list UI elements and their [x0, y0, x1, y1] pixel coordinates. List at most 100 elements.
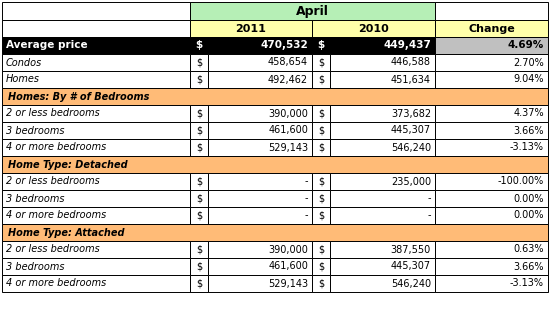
Bar: [330, 139, 435, 156]
Bar: [2, 258, 190, 275]
Text: 9.04%: 9.04%: [514, 75, 544, 84]
Bar: [190, 139, 208, 156]
Text: 461,600: 461,600: [268, 125, 308, 135]
Bar: [330, 105, 435, 122]
Bar: [190, 2, 435, 20]
Bar: [208, 139, 312, 156]
Text: $: $: [196, 194, 202, 204]
Text: -: -: [427, 211, 431, 220]
Text: 446,588: 446,588: [391, 58, 431, 68]
Text: 546,240: 546,240: [391, 278, 431, 289]
Bar: [312, 173, 330, 190]
Bar: [435, 2, 548, 20]
Text: -: -: [305, 177, 308, 187]
Bar: [435, 122, 548, 139]
Bar: [208, 190, 312, 207]
Bar: [312, 105, 330, 122]
Bar: [435, 71, 548, 88]
Bar: [190, 71, 208, 88]
Bar: [435, 275, 548, 292]
Text: $: $: [318, 58, 324, 68]
Text: 4 or more bedrooms: 4 or more bedrooms: [6, 278, 106, 289]
Bar: [208, 241, 312, 258]
Bar: [208, 207, 312, 224]
Text: $: $: [318, 108, 324, 118]
Text: Change: Change: [468, 23, 515, 34]
Text: 449,437: 449,437: [383, 41, 431, 51]
Bar: [435, 173, 548, 190]
Bar: [312, 71, 330, 88]
Bar: [2, 20, 190, 37]
Text: $: $: [318, 261, 324, 271]
Text: 3.66%: 3.66%: [514, 261, 544, 271]
Bar: [312, 190, 330, 207]
Text: $: $: [318, 194, 324, 204]
Bar: [208, 37, 312, 54]
Bar: [435, 207, 548, 224]
Text: -: -: [305, 194, 308, 204]
Bar: [312, 258, 330, 275]
Text: 0.00%: 0.00%: [514, 211, 544, 220]
Bar: [190, 122, 208, 139]
Bar: [312, 20, 435, 37]
Text: 3 bedrooms: 3 bedrooms: [6, 125, 64, 135]
Text: 4 or more bedrooms: 4 or more bedrooms: [6, 211, 106, 220]
Bar: [330, 258, 435, 275]
Bar: [208, 122, 312, 139]
Bar: [190, 54, 208, 71]
Bar: [2, 54, 190, 71]
Text: Home Type: Attached: Home Type: Attached: [8, 228, 124, 237]
Bar: [330, 173, 435, 190]
Bar: [2, 241, 190, 258]
Text: 3 bedrooms: 3 bedrooms: [6, 194, 64, 204]
Bar: [2, 190, 190, 207]
Text: $: $: [195, 41, 202, 51]
Text: $: $: [196, 75, 202, 84]
Text: $: $: [318, 75, 324, 84]
Text: 470,532: 470,532: [260, 41, 308, 51]
Text: 4.37%: 4.37%: [513, 108, 544, 118]
Bar: [312, 275, 330, 292]
Text: Average price: Average price: [6, 41, 87, 51]
Text: 0.00%: 0.00%: [514, 194, 544, 204]
Text: -3.13%: -3.13%: [510, 278, 544, 289]
Text: $: $: [196, 261, 202, 271]
Bar: [435, 54, 548, 71]
Text: $: $: [318, 211, 324, 220]
Text: 546,240: 546,240: [391, 142, 431, 153]
Text: 451,634: 451,634: [391, 75, 431, 84]
Bar: [190, 241, 208, 258]
Bar: [312, 37, 330, 54]
Text: 0.63%: 0.63%: [514, 244, 544, 254]
Text: 387,550: 387,550: [390, 244, 431, 254]
Text: 2 or less bedrooms: 2 or less bedrooms: [6, 244, 100, 254]
Text: 529,143: 529,143: [268, 278, 308, 289]
Text: April: April: [296, 4, 329, 18]
Bar: [330, 54, 435, 71]
Text: 458,654: 458,654: [268, 58, 308, 68]
Bar: [208, 54, 312, 71]
Text: 529,143: 529,143: [268, 142, 308, 153]
Text: -3.13%: -3.13%: [510, 142, 544, 153]
Bar: [312, 54, 330, 71]
Text: $: $: [196, 211, 202, 220]
Text: 373,682: 373,682: [391, 108, 431, 118]
Text: $: $: [196, 125, 202, 135]
Bar: [435, 20, 548, 37]
Bar: [435, 241, 548, 258]
Bar: [312, 139, 330, 156]
Text: 492,462: 492,462: [268, 75, 308, 84]
Bar: [312, 241, 330, 258]
Text: $: $: [318, 278, 324, 289]
Text: $: $: [196, 244, 202, 254]
Bar: [2, 275, 190, 292]
Bar: [435, 105, 548, 122]
Text: -: -: [427, 194, 431, 204]
Bar: [2, 37, 190, 54]
Bar: [330, 241, 435, 258]
Text: 2010: 2010: [358, 23, 389, 34]
Bar: [330, 71, 435, 88]
Bar: [2, 122, 190, 139]
Bar: [435, 139, 548, 156]
Bar: [2, 156, 548, 173]
